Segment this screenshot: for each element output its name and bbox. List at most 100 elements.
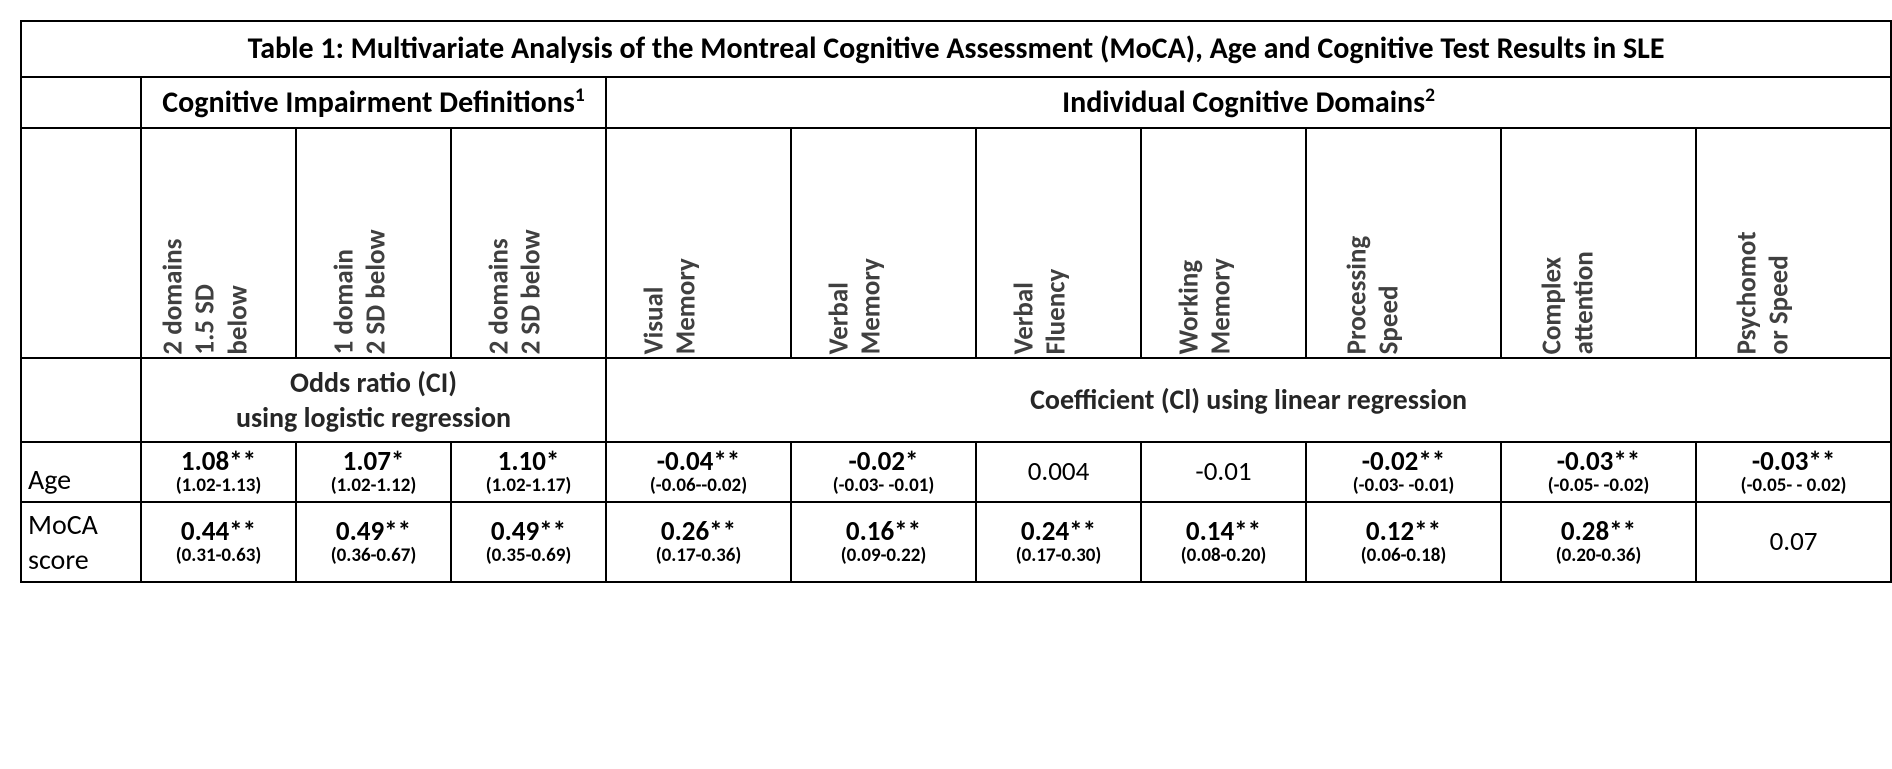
cell-age-4-ci: (-0.03- -0.01) (794, 476, 973, 497)
cell-moca-4-val: 0.16** (794, 517, 973, 547)
cell-moca-9: 0.07 (1696, 502, 1891, 582)
cell-moca-7-val: 0.12** (1309, 517, 1498, 547)
col-header-5-l2: Fluency (1040, 269, 1073, 355)
col-header-0-l3: below (221, 285, 254, 354)
subheader-left: Odds ratio (CI) using logistic regressio… (141, 358, 606, 442)
cell-moca-6-val: 0.14** (1144, 517, 1303, 547)
group-header-domains: Individual Cognitive Domains2 (606, 77, 1891, 128)
moca-results-table: Table 1: Multivariate Analysis of the Mo… (20, 20, 1892, 583)
col-header-1-l2: 2 SD below (360, 230, 393, 355)
cell-moca-2-ci: (0.35-0.69) (454, 546, 603, 567)
col-header-3-l2: Memory (670, 258, 703, 354)
group-header-domains-sup: 2 (1425, 83, 1435, 107)
col-header-2-l1: 2 domains (483, 239, 516, 355)
col-header-6-l2: Memory (1205, 258, 1238, 354)
empty-corner-3 (21, 358, 141, 442)
cell-age-2: 1.10* (1.02-1.17) (451, 442, 606, 503)
col-header-0-l2: 1.5 SD (189, 284, 222, 354)
cell-age-8: -0.03** (-0.05- -0.02) (1501, 442, 1696, 503)
cell-moca-6: 0.14** (0.08-0.20) (1141, 502, 1306, 582)
empty-corner-2 (21, 128, 141, 358)
cell-moca-8-ci: (0.20-0.36) (1504, 546, 1693, 567)
col-header-8-l2: attention (1568, 251, 1601, 354)
col-header-6: Working Memory (1141, 128, 1306, 358)
cell-age-0-val: 1.08** (144, 447, 293, 477)
cell-moca-3: 0.26** (0.17-0.36) (606, 502, 791, 582)
cell-moca-0-ci: (0.31-0.63) (144, 546, 293, 567)
cell-moca-3-ci: (0.17-0.36) (609, 546, 788, 567)
col-header-1-l1: 1 domain (328, 249, 361, 354)
cell-moca-7-ci: (0.06-0.18) (1309, 546, 1498, 567)
cell-age-7: -0.02** (-0.03- -0.01) (1306, 442, 1501, 503)
group-header-impairment-label: Cognitive Impairment Definitions (162, 84, 575, 121)
col-header-4: Verbal Memory (791, 128, 976, 358)
cell-moca-2: 0.49** (0.35-0.69) (451, 502, 606, 582)
cell-moca-8: 0.28** (0.20-0.36) (1501, 502, 1696, 582)
cell-age-3: -0.04** (-0.06--0.02) (606, 442, 791, 503)
col-header-7-l2: Speed (1373, 286, 1406, 355)
cell-age-1: 1.07* (1.02-1.12) (296, 442, 451, 503)
cell-age-7-ci: (-0.03- -0.01) (1309, 476, 1498, 497)
cell-moca-1-val: 0.49** (299, 517, 448, 547)
cell-moca-1-ci: (0.36-0.67) (299, 546, 448, 567)
cell-age-7-val: -0.02** (1309, 447, 1498, 477)
cell-age-6: -0.01 (1141, 442, 1306, 503)
cell-moca-0: 0.44** (0.31-0.63) (141, 502, 296, 582)
col-header-5: Verbal Fluency (976, 128, 1141, 358)
cell-moca-2-val: 0.49** (454, 517, 603, 547)
col-header-5-l1: Verbal (1008, 282, 1041, 354)
cell-moca-5-val: 0.24** (979, 517, 1138, 547)
group-header-impairment-sup: 1 (575, 83, 585, 107)
subheader-right: Coefficient (Cl) using linear regression (606, 358, 1891, 442)
cell-moca-6-ci: (0.08-0.20) (1144, 546, 1303, 567)
cell-age-1-ci: (1.02-1.12) (299, 476, 448, 497)
cell-moca-3-val: 0.26** (609, 517, 788, 547)
col-header-4-l1: Verbal (823, 282, 856, 354)
cell-age-8-ci: (-0.05- -0.02) (1504, 476, 1693, 497)
cell-moca-5-ci: (0.17-0.30) (979, 546, 1138, 567)
cell-age-4-val: -0.02* (794, 447, 973, 477)
row-label-moca: MoCA score (21, 502, 141, 582)
cell-age-6-val: -0.01 (1144, 457, 1303, 487)
subheader-left-l1: Odds ratio (CI) (290, 365, 457, 400)
cell-moca-1: 0.49** (0.36-0.67) (296, 502, 451, 582)
table-row: Age 1.08** (1.02-1.13) 1.07* (1.02-1.12)… (21, 442, 1891, 503)
cell-age-9: -0.03** (-0.05- - 0.02) (1696, 442, 1891, 503)
cell-age-3-val: -0.04** (609, 447, 788, 477)
cell-age-2-val: 1.10* (454, 447, 603, 477)
col-header-1: 1 domain 2 SD below (296, 128, 451, 358)
group-header-impairment: Cognitive Impairment Definitions1 (141, 77, 606, 128)
col-header-9-l1: Psychomot (1730, 231, 1763, 354)
col-header-7-l1: Processing (1340, 236, 1373, 355)
cell-moca-4: 0.16** (0.09-0.22) (791, 502, 976, 582)
cell-moca-7: 0.12** (0.06-0.18) (1306, 502, 1501, 582)
cell-age-9-val: -0.03** (1699, 447, 1888, 477)
group-header-domains-label: Individual Cognitive Domains (1062, 84, 1425, 121)
cell-age-8-val: -0.03** (1504, 447, 1693, 477)
subheader-left-l2: using logistic regression (236, 400, 511, 435)
col-header-2: 2 domains 2 SD below (451, 128, 606, 358)
col-header-8: Complex attention (1501, 128, 1696, 358)
cell-age-5: 0.004 (976, 442, 1141, 503)
cell-age-3-ci: (-0.06--0.02) (609, 476, 788, 497)
col-header-4-l2: Memory (855, 258, 888, 354)
cell-age-9-ci: (-0.05- - 0.02) (1699, 476, 1888, 497)
cell-age-5-val: 0.004 (979, 457, 1138, 487)
row-label-age: Age (21, 442, 141, 503)
col-header-2-l2: 2 SD below (515, 230, 548, 355)
col-header-3-l1: Visual (638, 287, 671, 355)
col-header-6-l1: Working (1173, 260, 1206, 354)
col-header-9: Psychomot or Speed (1696, 128, 1891, 358)
cell-moca-9-val: 0.07 (1699, 527, 1888, 557)
col-header-3: Visual Memory (606, 128, 791, 358)
table-row: MoCA score 0.44** (0.31-0.63) 0.49** (0.… (21, 502, 1891, 582)
col-header-0-l1: 2 domains (156, 239, 189, 355)
cell-age-4: -0.02* (-0.03- -0.01) (791, 442, 976, 503)
col-header-9-l2: or Speed (1763, 255, 1796, 354)
cell-moca-4-ci: (0.09-0.22) (794, 546, 973, 567)
col-header-7: Processing Speed (1306, 128, 1501, 358)
cell-moca-5: 0.24** (0.17-0.30) (976, 502, 1141, 582)
cell-age-1-val: 1.07* (299, 447, 448, 477)
col-header-0: 2 domains 1.5 SD below (141, 128, 296, 358)
table-title: Table 1: Multivariate Analysis of the Mo… (21, 21, 1891, 77)
